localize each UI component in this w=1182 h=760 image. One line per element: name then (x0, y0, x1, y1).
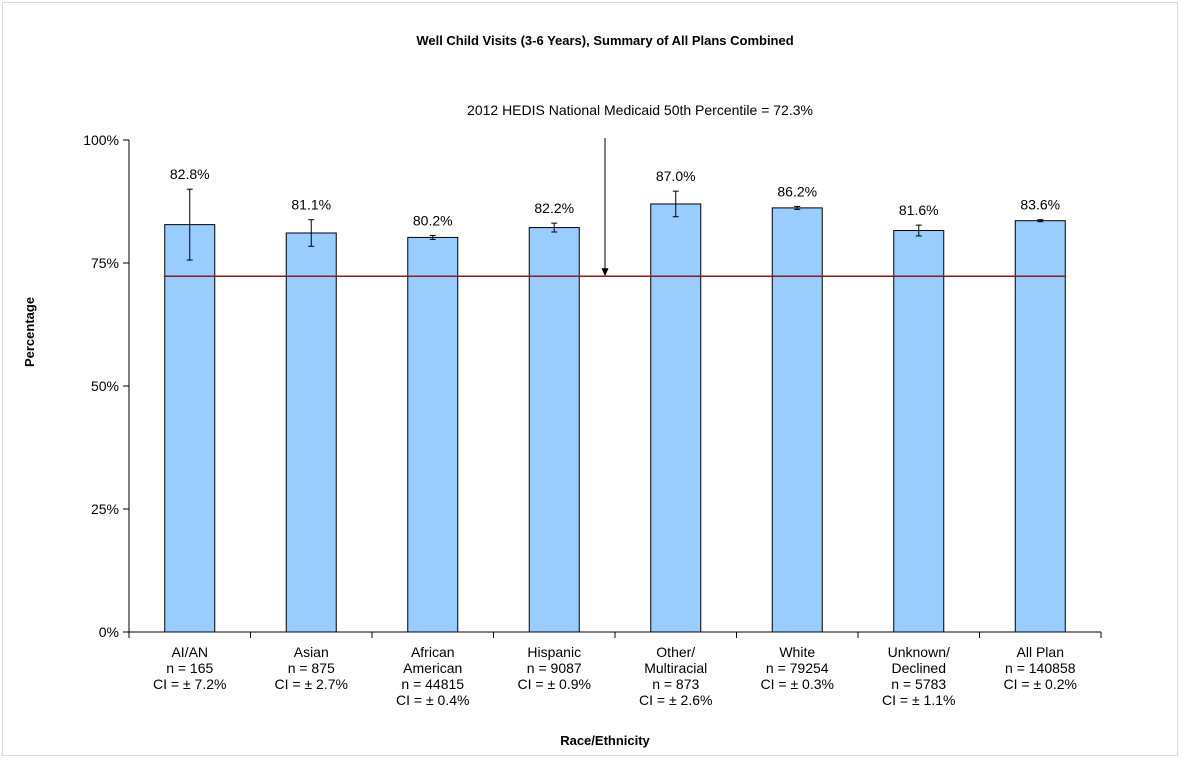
bar (285, 232, 337, 633)
bar (650, 203, 702, 633)
category-label: American (403, 660, 462, 676)
category-label: CI = ± 7.2% (153, 676, 226, 692)
category-label: AI/AN (171, 644, 208, 660)
data-label: 87.0% (656, 168, 696, 184)
y-tick-label: 75% (91, 255, 119, 271)
category-label: n = 44815 (401, 676, 464, 692)
category-label: n = 5783 (891, 676, 946, 692)
category-label: All Plan (1017, 644, 1064, 660)
category-label: CI = ± 2.7% (275, 676, 348, 692)
category-label: White (779, 644, 815, 660)
bar (1014, 220, 1066, 633)
data-label: 82.8% (170, 166, 210, 182)
category-label: Declined (892, 660, 946, 676)
category-label: CI = ± 2.6% (639, 692, 712, 708)
data-label: 81.1% (291, 197, 331, 213)
category-label: n = 79254 (766, 660, 829, 676)
category-label: Hispanic (527, 644, 581, 660)
category-label: n = 875 (288, 660, 335, 676)
reference-annotation: 2012 HEDIS National Medicaid 50th Percen… (467, 102, 813, 118)
category-label: n = 873 (652, 676, 699, 692)
bar (771, 207, 823, 633)
y-tick-label: 100% (83, 132, 119, 148)
bar (893, 230, 945, 633)
category-label: Other/ (656, 644, 695, 660)
data-label: 82.2% (534, 200, 574, 216)
category-label: CI = ± 0.9% (518, 676, 591, 692)
category-label: n = 165 (166, 660, 213, 676)
data-label: 83.6% (1020, 197, 1060, 213)
y-tick-label: 50% (91, 378, 119, 394)
category-label: CI = ± 0.3% (761, 676, 834, 692)
category-label: Multiracial (644, 660, 707, 676)
category-label: Unknown/ (888, 644, 950, 660)
category-label: n = 9087 (527, 660, 582, 676)
x-axis-title: Race/Ethnicity (560, 733, 650, 748)
data-label: 81.6% (899, 202, 939, 218)
y-axis-title: Percentage (22, 297, 37, 367)
y-tick-label: 0% (99, 624, 119, 640)
bar (528, 227, 580, 633)
category-label: n = 140858 (1005, 660, 1076, 676)
category-label: CI = ± 1.1% (882, 692, 955, 708)
chart-title: Well Child Visits (3-6 Years), Summary o… (416, 33, 793, 48)
bar (407, 236, 459, 633)
category-label: Asian (294, 644, 329, 660)
bar (164, 224, 216, 633)
category-label: African (411, 644, 455, 660)
y-tick-label: 25% (91, 501, 119, 517)
data-label: 86.2% (777, 183, 817, 199)
annotation-arrowhead (601, 268, 609, 277)
category-label: CI = ± 0.2% (1004, 676, 1077, 692)
category-label: CI = ± 0.4% (396, 692, 469, 708)
data-label: 80.2% (413, 212, 453, 228)
